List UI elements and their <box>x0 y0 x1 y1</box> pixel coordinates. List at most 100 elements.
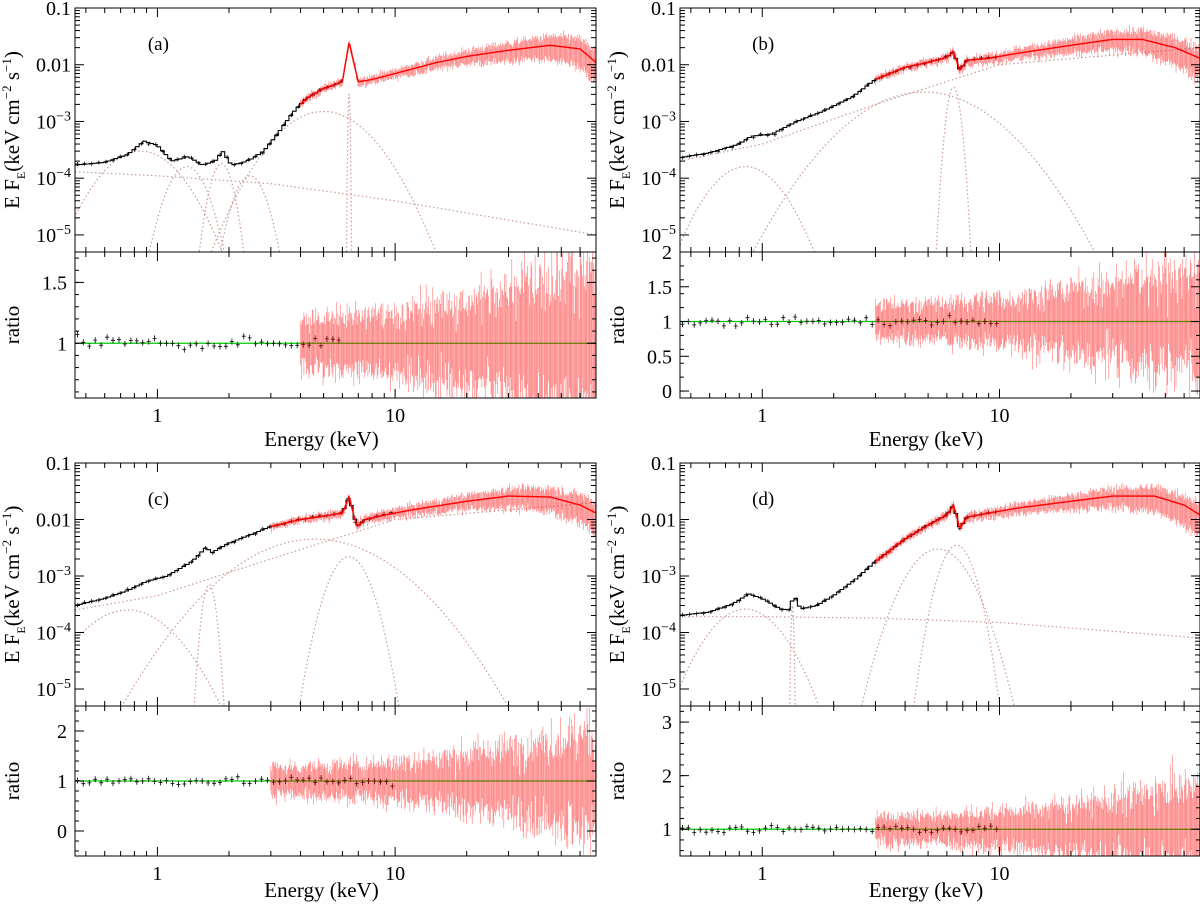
data-point-soft <box>744 137 749 142</box>
ratio-point-soft <box>739 824 744 830</box>
data-point-soft <box>694 152 699 157</box>
ratio-point-soft <box>140 778 145 784</box>
y-tick-label-top: 10−5 <box>641 677 676 701</box>
data-point-soft <box>203 162 208 167</box>
y-axis-label-spectrum: E FE(keV cm−2 s−1) <box>604 51 633 209</box>
data-point-soft <box>716 606 720 611</box>
data-point-soft <box>836 101 841 106</box>
ratio-point-soft <box>271 340 276 347</box>
data-point-soft <box>716 149 720 154</box>
ratio-point-soft <box>146 338 151 345</box>
ratio-point-soft <box>99 342 104 349</box>
ratio-point-soft <box>128 775 133 782</box>
data-point-soft <box>239 536 244 541</box>
ratio-point-soft <box>164 777 169 784</box>
data-point-soft <box>196 554 201 558</box>
ratio-point-soft <box>223 343 228 350</box>
y-tick-label-top-base: 10 <box>641 566 661 588</box>
ratio-point-soft <box>816 317 821 324</box>
model-soft-steps <box>680 52 1001 158</box>
data-point-soft <box>89 599 94 604</box>
ratio-point-soft <box>692 321 697 328</box>
data-point-soft <box>96 160 101 165</box>
model-hard-line <box>875 495 1200 563</box>
ratio-point-soft <box>122 776 127 783</box>
model-component-5 <box>298 555 400 706</box>
data-point-soft <box>780 127 784 132</box>
data-point-soft <box>765 133 770 138</box>
data-point-soft <box>687 612 692 617</box>
ratio-point-soft <box>721 829 726 836</box>
ratio-point-soft <box>122 341 127 347</box>
spectrum-plot <box>75 482 596 706</box>
ratio-point-soft <box>99 779 104 786</box>
data-point-soft <box>139 582 144 587</box>
y-tick-label-top-exp: −4 <box>56 166 71 181</box>
data-point-soft <box>218 153 222 158</box>
model-soft-steps <box>680 506 1001 616</box>
data-point-soft <box>225 542 230 547</box>
ratio-point-soft <box>253 778 258 785</box>
data-point-soft <box>829 595 834 600</box>
data-point-soft <box>751 593 756 598</box>
ratio-point-soft <box>188 342 193 349</box>
ratio-point-soft <box>704 829 709 836</box>
data-point-soft <box>872 560 877 565</box>
ratio-point-soft <box>710 317 714 324</box>
data-point-soft <box>765 599 770 604</box>
y-tick-label-top-base: 10 <box>641 111 661 133</box>
ratio-point-soft <box>804 318 809 325</box>
x-tick-label: 10 <box>385 863 405 885</box>
data-point-soft <box>160 149 165 154</box>
data-point-soft <box>182 563 187 568</box>
model-component-4 <box>121 538 509 706</box>
data-point-soft <box>253 532 258 536</box>
y-tick-label-top-exp: −5 <box>661 223 676 238</box>
data-point-soft <box>808 605 813 609</box>
data-point-soft <box>146 579 151 584</box>
ratio-point-soft <box>105 776 110 783</box>
data-point-soft <box>260 151 265 156</box>
ratio-point-soft <box>763 825 768 832</box>
ratio-point-soft <box>834 319 839 326</box>
ratio-point-soft <box>858 319 863 326</box>
ratio-point-soft <box>698 320 703 326</box>
spectrum-plot <box>680 25 1200 252</box>
ratio-point-soft <box>152 335 157 342</box>
data-point-soft <box>808 113 813 118</box>
model-component-3 <box>148 166 226 252</box>
data-point-soft <box>744 592 749 597</box>
ratio-point-soft <box>200 345 205 352</box>
ratio-point-soft <box>834 824 839 831</box>
data-point-soft <box>111 592 115 597</box>
model-hard-line <box>270 494 596 528</box>
y-tick-label-top-exp: −5 <box>661 677 676 692</box>
y-tick-label-top-exp: −4 <box>56 620 71 635</box>
data-point-soft <box>865 566 870 571</box>
ratio-point-soft <box>733 323 738 329</box>
data-point-soft <box>801 117 806 122</box>
y-axis-label-spectrum-part-4: s <box>0 72 24 85</box>
data-point-soft <box>282 122 287 127</box>
y-axis-label-spectrum-part-0: E F <box>0 634 24 664</box>
data-point-soft <box>822 598 827 603</box>
ratio-point-soft <box>223 775 228 782</box>
ratio-point-soft <box>247 780 252 787</box>
y-axis-label-spectrum-part-6: ) <box>605 51 629 58</box>
data-point-soft <box>246 157 251 162</box>
y-axis-label-spectrum-part-2: (keV cm <box>605 99 629 172</box>
ratio-point-soft <box>716 828 720 835</box>
data-point-soft <box>239 161 244 166</box>
y-tick-label-ratio: 2 <box>57 721 67 743</box>
ratio-point-soft <box>846 316 851 323</box>
y-tick-label-top-base: 10 <box>36 566 56 588</box>
ratio-point-soft <box>680 825 685 831</box>
data-point-soft <box>794 119 799 124</box>
data-point-soft <box>758 132 763 137</box>
ratio-point-soft <box>870 321 875 328</box>
data-point-soft <box>146 142 151 146</box>
ratio-point-soft <box>140 339 145 346</box>
ratio-point-soft <box>117 336 121 343</box>
